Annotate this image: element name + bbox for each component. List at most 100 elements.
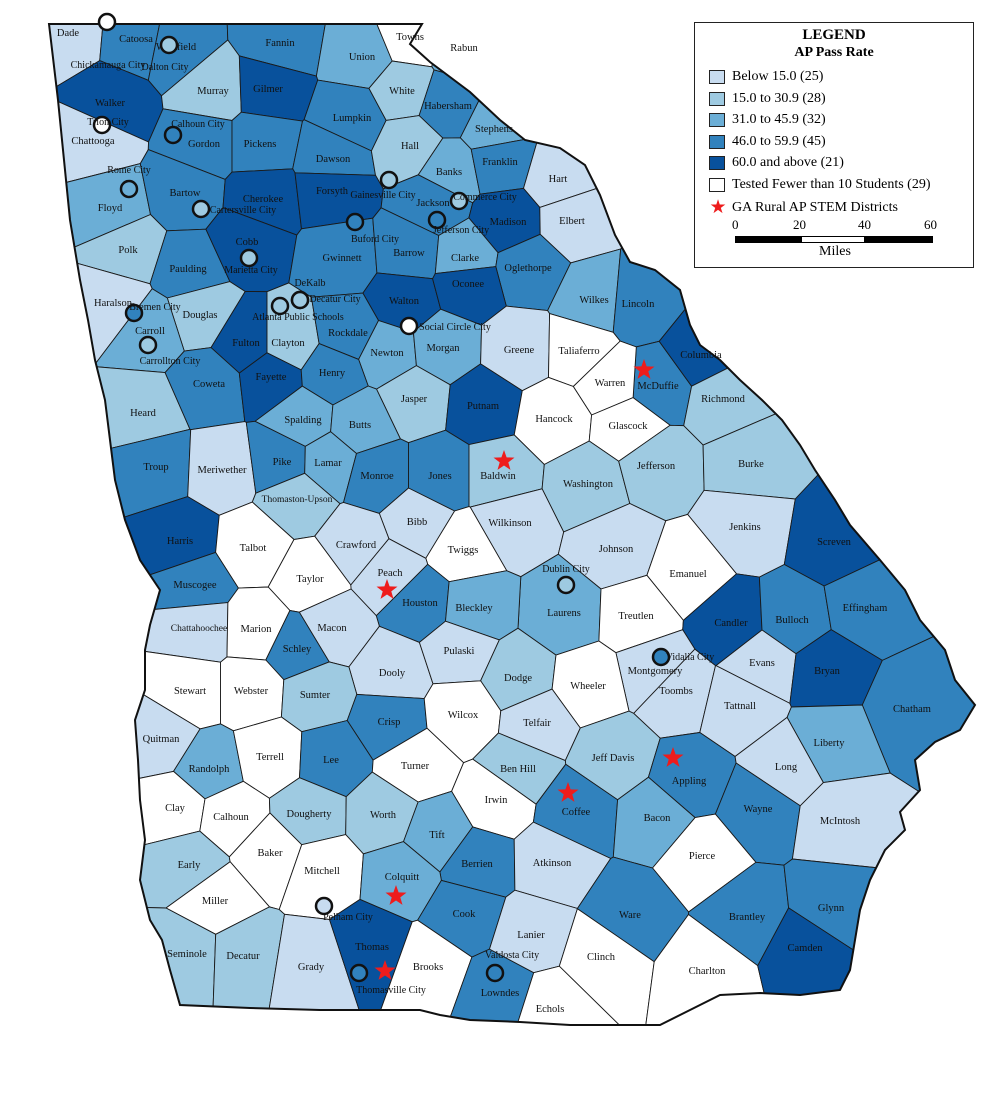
county-label: Walker <box>95 98 126 109</box>
county-label: Montgomery <box>628 666 684 677</box>
county-label: Hancock <box>535 414 573 425</box>
county-label: Butts <box>349 420 371 431</box>
city-district-label: Decatur City <box>309 294 360 305</box>
county-label: Haralson <box>94 298 133 309</box>
city-district-label: Vidalia City <box>666 652 715 663</box>
city-district-label: Commerce City <box>453 192 517 203</box>
city-district-label: Marietta City <box>224 265 278 276</box>
county-label: Sumter <box>300 690 331 701</box>
county-label: Spalding <box>284 415 322 426</box>
county-label: Quitman <box>143 734 180 745</box>
city-district-marker <box>379 170 399 190</box>
county-label: Paulding <box>169 264 207 275</box>
county-label: Tift <box>429 830 444 841</box>
county-label: Towns <box>396 32 424 43</box>
county-label: Echols <box>536 1004 565 1015</box>
county-label: Murray <box>197 86 229 97</box>
city-district-label: Valdosta City <box>485 950 539 961</box>
county-label: Ben Hill <box>500 764 536 775</box>
scale-tick-label: 60 <box>924 217 937 232</box>
stem-district-star-icon <box>633 359 655 379</box>
county-label: Long <box>775 762 798 773</box>
stem-district-star-icon <box>493 450 515 470</box>
city-district-marker <box>485 963 505 983</box>
county-label: Wilcox <box>448 710 479 721</box>
city-district-label: Dublin City <box>542 564 590 575</box>
county-label: Webster <box>234 686 269 697</box>
county-label: Lee <box>323 755 339 766</box>
city-district-label: Gainesville City <box>350 190 415 201</box>
county-label: Telfair <box>523 718 551 729</box>
county-label: Lincoln <box>622 299 655 310</box>
scale-bar-segment <box>865 236 933 243</box>
county-label: Wilkinson <box>488 518 532 529</box>
city-district-label: Buford City <box>351 234 399 245</box>
county-label: Douglas <box>183 310 218 321</box>
county-echols <box>511 965 636 1025</box>
county-label: Pike <box>273 457 292 468</box>
county-label: Glynn <box>818 903 845 914</box>
city-district-label: Rome City <box>107 165 151 176</box>
county-label: Wheeler <box>570 681 606 692</box>
county-label: Columbia <box>680 350 722 361</box>
county-label: Brooks <box>413 962 443 973</box>
legend-subtitle: AP Pass Rate <box>794 45 874 60</box>
county-label: Monroe <box>360 471 394 482</box>
county-label: Jefferson <box>637 461 676 472</box>
county-label: Warren <box>595 378 626 389</box>
county-label: Glascock <box>608 421 648 432</box>
county-label: Fulton <box>232 338 260 349</box>
stem-district-star-icon <box>376 579 398 599</box>
city-district-marker <box>349 963 369 983</box>
stem-district-star-icon <box>557 782 579 802</box>
county-label: Catoosa <box>119 34 153 45</box>
county-label: Bleckley <box>455 603 493 614</box>
county-label: Emanuel <box>669 569 706 580</box>
county-label: Stewart <box>174 686 206 697</box>
stem-district-star-icon <box>662 747 684 767</box>
city-district-marker <box>138 335 158 355</box>
county-label: Dodge <box>504 673 532 684</box>
county-label: Pulaski <box>444 646 475 657</box>
county-label: Crawford <box>336 540 377 551</box>
legend-swatch <box>709 113 725 127</box>
county-richmond <box>683 236 975 446</box>
county-label: Randolph <box>189 764 231 775</box>
county-label: Baker <box>257 848 283 859</box>
county-label: Decatur <box>226 951 260 962</box>
county-label: Liberty <box>814 738 846 749</box>
county-label: Dougherty <box>287 809 333 820</box>
county-label: Taylor <box>296 574 324 585</box>
scale-tick-label: 40 <box>858 217 871 232</box>
county-label: Mitchell <box>304 866 340 877</box>
county-label: Pickens <box>244 139 277 150</box>
state-outline <box>47 23 977 1026</box>
county-label: Jasper <box>401 394 428 405</box>
city-district-label: Carrollton City <box>140 356 201 367</box>
scale-bar-segment <box>735 236 801 243</box>
city-district-marker <box>92 115 112 135</box>
county-camden <box>757 907 975 1025</box>
city-district-marker <box>97 12 117 32</box>
city-district-marker <box>163 125 183 145</box>
county-label: Candler <box>714 618 748 629</box>
county-label: Lowndes <box>481 988 520 999</box>
legend-swatch <box>709 177 725 192</box>
county-label: Carroll <box>135 326 165 337</box>
county-label: Toombs <box>659 686 693 697</box>
legend-row: 15.0 to 30.9 (28) <box>709 91 826 107</box>
county-label: Banks <box>436 167 462 178</box>
county-label: Calhoun <box>213 812 249 823</box>
county-label: Clarke <box>451 253 479 264</box>
city-district-label: Atlanta Public Schools <box>252 312 344 323</box>
county-label: Appling <box>672 776 707 787</box>
county-label: McIntosh <box>820 816 861 827</box>
county-label: Gilmer <box>253 84 283 95</box>
county-label: Grady <box>298 962 325 973</box>
county-label: Greene <box>504 345 535 356</box>
city-district-marker <box>314 896 334 916</box>
county-label: Dade <box>57 28 79 39</box>
legend-swatch <box>709 70 725 84</box>
city-district-label: Bremen City <box>129 302 180 313</box>
county-label: Colquitt <box>385 872 420 883</box>
